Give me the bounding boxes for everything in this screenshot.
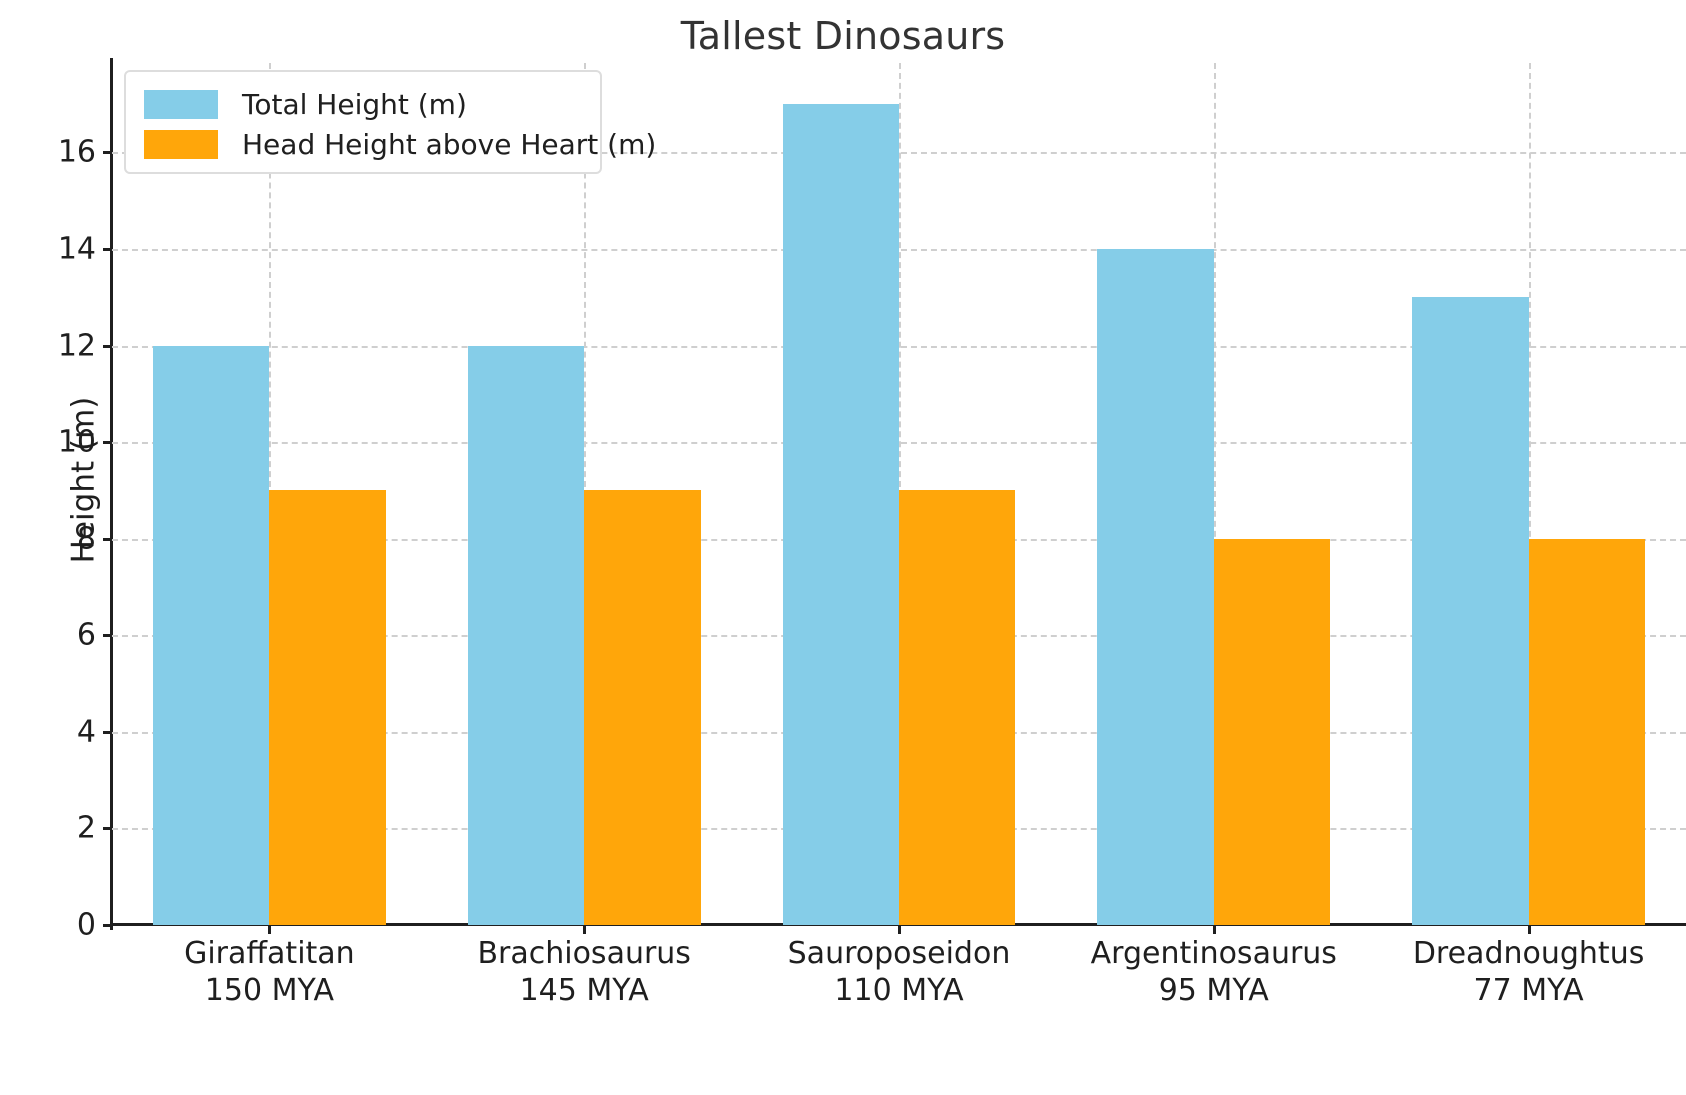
bar-total-height [152,345,270,925]
y-tick-label: 0 [76,907,96,943]
bar-head-height [584,490,701,925]
bar-head-height [1213,538,1331,925]
bar-head-height [1528,538,1646,925]
y-tick-label: 8 [76,521,96,557]
y-tick-label: 16 [57,134,96,170]
bar-total-height [782,104,899,925]
x-tick-mark [1212,925,1216,934]
legend-swatch-total-height [144,89,218,119]
y-axis-label-holder: Height (m) [0,370,101,590]
y-tick-label: 12 [57,328,96,363]
y-tick-mark [103,151,112,155]
x-tick-label: Brachiosaurus 145 MYA [477,936,691,1008]
bar-total-height [467,345,585,925]
x-tick-label: Sauroposeidon 110 MYA [787,936,1011,1008]
x-tick-label: Dreadnoughtus 77 MYA [1412,936,1645,1008]
legend-item: Total Height (m) [144,85,600,123]
legend-swatch-head-height [144,129,218,159]
y-tick-mark [103,827,112,831]
page-title: Tallest Dinosaurs [680,14,1006,58]
x-tick-label: Argentinosaurus 95 MYA [1090,936,1337,1008]
y-tick-label: 14 [57,231,96,267]
y-tick-mark [103,924,112,927]
x-tick-mark [583,925,587,934]
y-tick-mark [103,247,112,251]
y-axis-spine [110,58,113,930]
y-tick-mark [103,634,112,638]
y-tick-mark [103,730,112,734]
y-tick-mark [103,441,112,445]
y-tick-label: 4 [76,714,96,750]
x-tick-mark [898,925,901,934]
gridline-vertical [1528,63,1531,925]
plot-area: 0 2 4 6 8 10 12 14 16 [58,63,1686,943]
x-tick-mark [1527,925,1531,934]
bar-total-height [1097,248,1214,925]
y-tick-mark [103,344,112,348]
chart-legend: Total Height (m) Head Height above Heart… [124,70,656,174]
legend-label: Total Height (m) [242,87,467,121]
y-tick-label: 10 [57,424,96,460]
bar-head-height [899,490,1016,925]
y-tick-label: 2 [76,810,96,846]
y-tick-mark [103,537,112,541]
legend-label: Head Height above Heart (m) [242,127,657,161]
y-tick-label: 6 [76,617,96,653]
x-tick-label: Giraffatitan 150 MYA [184,936,355,1008]
legend-item: Head Height above Heart (m) [144,125,656,163]
bar-total-height [1412,297,1529,925]
bar-head-height [269,490,386,925]
x-tick-mark [268,925,272,934]
gridline-vertical [1213,63,1216,925]
